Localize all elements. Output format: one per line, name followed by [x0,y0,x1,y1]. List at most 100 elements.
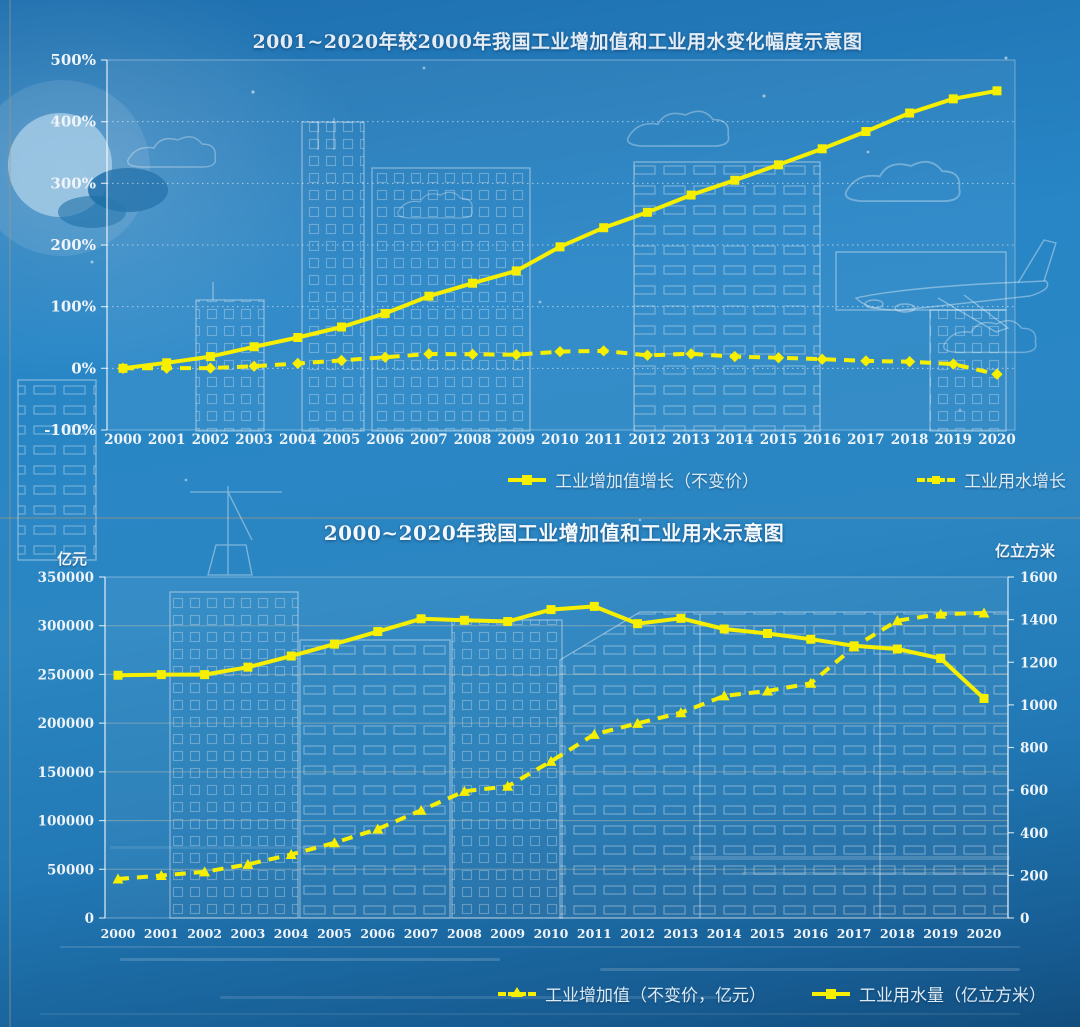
data-point-marker [468,278,478,288]
legend-item-industrial-water-volume: 工业用水量（亿立方米） [812,981,1046,1006]
data-point-marker [905,108,915,118]
data-point-marker [719,624,729,634]
airplane-art [854,239,1057,333]
legend-item-industrial-water-growth: 工业用水增长 [917,467,1066,492]
data-point-marker [935,608,947,619]
y-axis-tick-label: 50000 [47,862,94,878]
data-point-marker [676,613,686,623]
data-point-marker [675,707,687,718]
data-point-marker [978,607,990,618]
data-point-marker [641,349,654,361]
x-axis-year-label: 2001 [148,432,186,448]
x-axis-year-label: 2005 [323,432,361,448]
data-point-marker [330,639,339,649]
x-axis-year-label: 2020 [978,432,1016,448]
x-axis-year-label: 2004 [274,926,309,941]
x-axis-year-label: 2009 [498,432,536,448]
x-axis-year-label: 2005 [317,926,352,941]
data-point-marker [806,634,816,644]
data-point-marker [861,127,871,137]
data-point-marker [588,728,600,739]
x-axis-year-label: 2000 [104,432,142,448]
x-axis-year-label: 2006 [366,432,404,448]
x-axis-year-label: 2019 [923,926,958,941]
y-axis-tick-label: 200000 [38,716,94,732]
data-point-marker [545,755,557,766]
data-point-marker [686,190,696,200]
data-point-marker [979,693,989,703]
x-axis-year-label: 2009 [490,926,525,941]
legend-label: 工业用水量（亿立方米） [859,986,1046,1006]
x-axis-year-label: 2003 [235,432,273,448]
data-point-marker [805,677,817,688]
y-axis-tick-label: 400% [50,113,96,131]
y-axis-tick-label: 150000 [38,765,94,781]
data-point-marker [466,348,479,360]
data-point-marker [161,362,173,374]
right-y-axis-tick-label: 600 [1020,783,1048,799]
x-axis-year-label: 2007 [410,432,448,448]
data-point-marker [459,615,469,625]
data-point-marker [849,641,859,651]
data-point-marker [891,615,903,626]
data-point-marker [458,785,470,796]
data-point-marker [285,848,297,859]
x-axis-year-label: 2019 [935,432,973,448]
data-point-marker [685,348,697,360]
bottom-chart-legend: 工业增加值（不变价，亿元） 工业用水量（亿立方米） [498,981,1046,1006]
data-point-marker [200,670,210,680]
x-axis-year-label: 2006 [360,926,395,941]
y-axis-tick-label: 0% [71,359,96,377]
x-axis-year-label: 2012 [620,926,655,941]
x-axis-year-label: 2020 [967,926,1002,941]
right-y-axis-tick-label: 200 [1020,868,1048,884]
data-point-marker [947,358,959,370]
data-point-marker [286,651,296,661]
data-point-marker [903,356,916,368]
x-axis-year-label: 2015 [750,926,785,941]
data-point-marker [555,242,565,252]
dashed-triangle-swatch-icon [498,986,536,997]
data-point-marker [730,175,740,185]
bottom-chart-title: 2000~2020年我国工业增加值和工业用水示意图 [323,521,785,545]
data-point-marker [424,291,434,301]
data-point-marker [113,670,123,680]
data-point-marker [718,690,730,701]
data-point-marker [155,870,167,881]
legend-item-industrial-value-added-growth: 工业增加值增长（不变价） [508,467,759,492]
x-axis-year-label: 2011 [585,432,623,448]
data-point-marker [372,823,384,834]
top-chart-title: 2001~2020年较2000年我国工业增加值和工业用水变化幅度示意图 [252,31,863,53]
top-chart-legend: 工业增加值增长（不变价） 工业用水增长 [508,467,1066,492]
buildings-art [17,118,1009,919]
x-axis-year-label: 2007 [404,926,439,941]
data-point-marker [948,94,958,104]
data-point-marker [293,333,303,342]
water-art [40,846,1020,1015]
x-axis-year-label: 2001 [144,926,179,941]
x-axis-year-label: 2008 [454,432,492,448]
data-point-marker [502,780,514,791]
data-point-marker [503,617,513,627]
x-axis-year-label: 2011 [577,926,612,941]
left-axis-unit-label: 亿元 [56,550,87,568]
data-point-marker [589,601,599,611]
data-point-marker [642,207,652,217]
x-axis-year-label: 2016 [793,926,828,941]
data-point-marker [599,223,609,233]
data-point-marker [774,160,783,170]
data-point-marker [156,670,166,680]
y-axis-tick-label: 350000 [38,570,94,586]
data-point-marker [632,717,644,728]
data-point-marker [379,351,391,363]
y-axis-tick-label: 0 [85,911,94,927]
moon-art [0,80,168,256]
data-point-marker [380,308,390,318]
data-point-marker [762,685,773,696]
right-y-axis-tick-label: 400 [1020,826,1048,842]
right-y-axis-tick-label: 1400 [1020,613,1058,629]
